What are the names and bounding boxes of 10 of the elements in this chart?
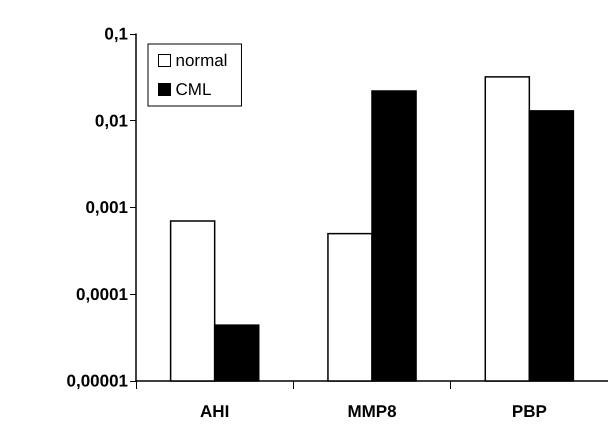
x-tick-label: AHI [200,402,230,421]
y-tick-label: 0,00001 [66,372,128,390]
y-tick-label: 0,1 [104,24,128,44]
legend-label: normal [176,51,228,70]
y-tick-label: 0,0001 [76,284,128,304]
x-tick-label: PBP [512,402,547,421]
legend-label: CML [176,80,212,99]
x-tick-label: MMP8 [347,402,397,421]
y-tick-label: 0,01 [94,111,128,130]
y-tick-label: 0,001 [85,198,128,217]
